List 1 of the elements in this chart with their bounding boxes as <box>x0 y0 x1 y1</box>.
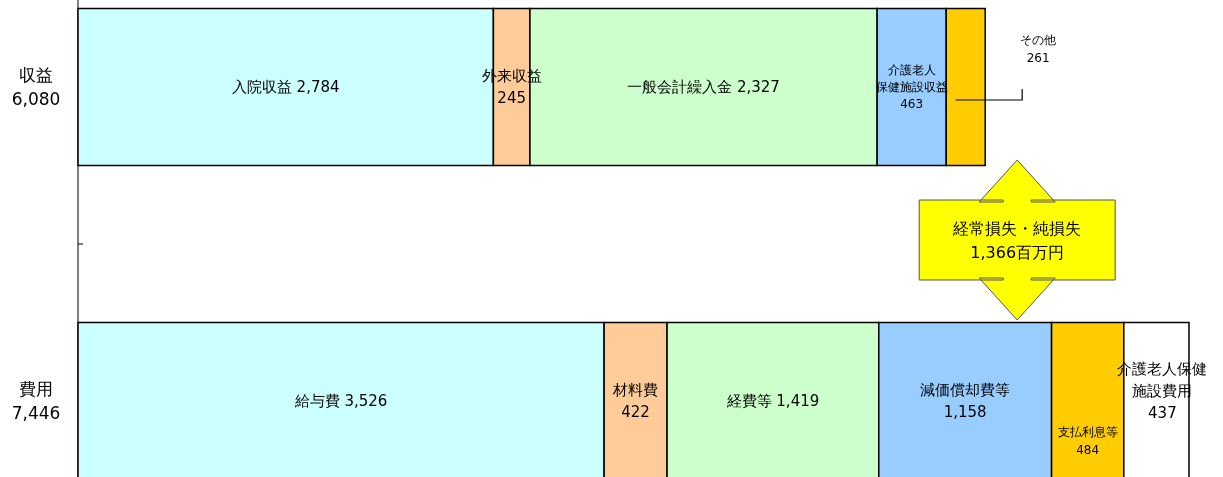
annotation: 経常損失・純損失 1,366百万円 <box>953 218 1082 262</box>
